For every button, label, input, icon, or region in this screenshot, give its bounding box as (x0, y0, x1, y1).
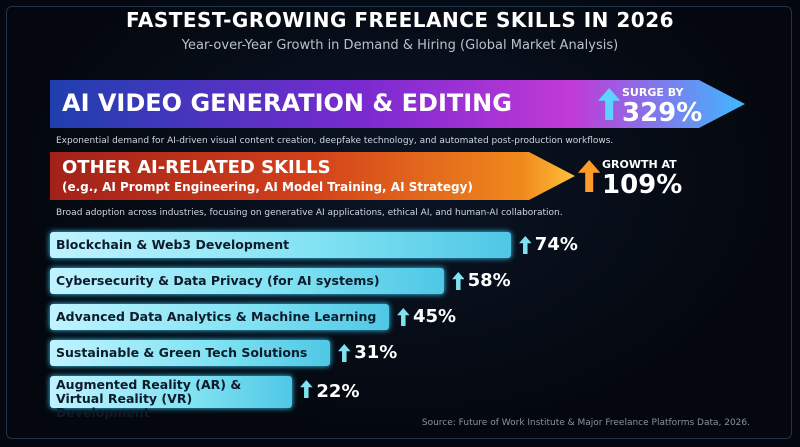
chart-title: FASTEST-GROWING FREELANCE SKILLS IN 2026 (125, 8, 675, 32)
up-arrow-icon (518, 236, 532, 258)
source-note: Source: Future of Work Institute & Major… (421, 418, 750, 428)
featured-bar (50, 80, 745, 128)
bar (50, 304, 389, 330)
value-label: 45% (413, 306, 457, 327)
bar (50, 268, 444, 294)
bar-label: Sustainable & Green Tech Solutions (56, 345, 308, 360)
up-arrow-icon (397, 308, 410, 330)
bar-sublabel: (e.g., AI Prompt Engineering, AI Model T… (62, 180, 473, 194)
bar-description: Exponential demand for AI-driven visual … (56, 136, 614, 146)
bar-label: Cybersecurity & Data Privacy (for AI sys… (56, 273, 380, 288)
bar-description: Broad adoption across industries, focusi… (56, 208, 563, 218)
bar (50, 340, 331, 366)
value-label: 74% (534, 234, 578, 255)
value-prefix: SURGE BY (622, 86, 684, 99)
bar-label: Augmented Reality (AR) & Virtual Reality… (56, 377, 242, 420)
featured-bar (50, 152, 575, 200)
up-arrow-icon (598, 88, 621, 124)
bar (50, 376, 293, 408)
frame (6, 6, 792, 439)
value-label: 31% (354, 342, 398, 363)
bar-label: AI VIDEO GENERATION & EDITING (62, 89, 512, 117)
up-arrow-icon (578, 160, 601, 196)
value-label: 109% (602, 170, 683, 200)
value-label: 329% (622, 98, 703, 128)
value-prefix: GROWTH AT (602, 158, 677, 171)
up-arrow-icon (300, 380, 313, 402)
up-arrow-icon (451, 272, 465, 294)
chart-subtitle: Year-over-Year Growth in Demand & Hiring… (181, 38, 619, 53)
value-label: 58% (467, 270, 511, 291)
bar-label: Advanced Data Analytics & Machine Learni… (56, 309, 377, 324)
up-arrow-icon (338, 344, 351, 366)
bar-label: OTHER AI-RELATED SKILLS (62, 157, 331, 178)
bar (50, 232, 511, 258)
bar-label: Blockchain & Web3 Development (56, 237, 290, 252)
value-label: 22% (316, 381, 360, 402)
